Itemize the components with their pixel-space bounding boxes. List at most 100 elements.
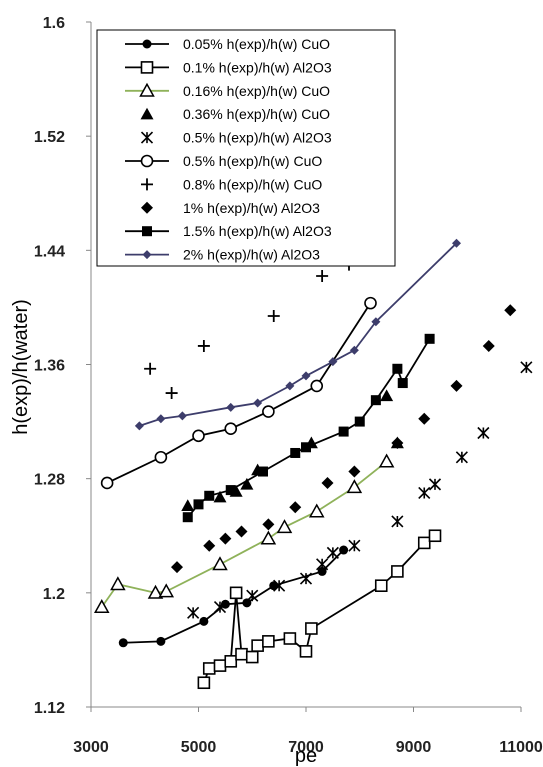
data-point	[299, 572, 313, 585]
legend-entry-8: 1% h(exp)/h(w) Al2O3	[141, 200, 320, 216]
legend-label: 0.1% h(exp)/h(w) Al2O3	[183, 59, 332, 75]
legend-label: 1.5% h(exp)/h(w) Al2O3	[183, 223, 332, 239]
x-axis-label: pe	[295, 745, 317, 767]
data-point	[378, 453, 395, 468]
data-point	[219, 532, 232, 545]
data-point	[346, 479, 363, 494]
data-point	[305, 622, 318, 635]
data-point	[424, 333, 435, 344]
data-point	[187, 606, 200, 619]
legend-entry-9: 1.5% h(exp)/h(w) Al2O3	[125, 223, 332, 239]
axes: 1.12 1.2 1.28 1.36 1.44 1.52 1.6 3000 5000 7000 90…	[34, 15, 543, 756]
data-point	[374, 579, 388, 592]
legend-marker	[142, 250, 152, 260]
legend-entry-4: 0.36% h(exp)/h(w) CuO	[140, 106, 330, 122]
data-point	[220, 599, 230, 609]
data-point	[428, 478, 442, 491]
y-tick-label: 1.36	[34, 358, 65, 375]
data-point	[213, 490, 227, 503]
data-point	[482, 339, 495, 352]
data-point	[100, 476, 114, 490]
data-point	[348, 539, 361, 552]
series-2	[197, 529, 442, 690]
data-point	[262, 405, 275, 418]
data-point	[224, 655, 238, 668]
legend-entry-10: 2% h(exp)/h(w) Al2O3	[125, 247, 320, 263]
x-tick-label: 11000	[499, 739, 543, 756]
data-point	[520, 361, 533, 374]
legend-label: 0.05% h(exp)/h(w) CuO	[183, 36, 330, 52]
data-point	[321, 476, 334, 489]
legend-label: 0.16% h(exp)/h(w) CuO	[183, 83, 330, 99]
data-point	[450, 379, 463, 392]
y-tick-label: 1.2	[43, 586, 65, 603]
data-point	[203, 539, 216, 552]
legend-entry-2: 0.1% h(exp)/h(w) Al2O3	[125, 59, 332, 75]
data-point	[290, 447, 301, 458]
legend-marker	[139, 82, 155, 97]
data-point	[310, 379, 324, 393]
data-point	[262, 518, 275, 531]
data-point	[235, 525, 248, 538]
data-point	[371, 317, 381, 327]
legend-entry-6: 0.5% h(exp)/h(w) CuO	[125, 153, 322, 169]
legend-label: 1% h(exp)/h(w) Al2O3	[183, 200, 320, 216]
legend-entry-7: 0.8% h(exp)/h(w) CuO	[141, 176, 322, 192]
legend-entry-3: 0.16% h(exp)/h(w) CuO	[125, 82, 330, 99]
data-point	[197, 676, 211, 690]
series-6	[100, 296, 377, 490]
data-point	[452, 238, 461, 248]
legend-entry-1: 0.05% h(exp)/h(w) CuO	[125, 36, 330, 52]
data-point	[144, 362, 157, 375]
series-line	[101, 460, 388, 608]
data-point	[134, 421, 144, 431]
x-tick-label: 3000	[73, 739, 109, 756]
data-point	[504, 304, 517, 317]
data-point	[192, 429, 205, 443]
data-point	[118, 638, 128, 648]
data-point	[260, 530, 277, 545]
data-point	[181, 499, 195, 511]
data-point	[213, 659, 227, 672]
series-10	[134, 238, 461, 431]
data-point	[158, 583, 175, 598]
data-point	[397, 378, 408, 389]
data-point	[316, 270, 329, 283]
legend-marker	[140, 131, 154, 144]
data-point	[156, 414, 166, 424]
data-point	[253, 398, 263, 408]
data-point	[392, 363, 403, 374]
y-tick-label: 1.52	[34, 129, 65, 146]
data-point	[301, 442, 311, 453]
series-9	[182, 333, 435, 523]
data-point	[165, 387, 178, 400]
data-point	[380, 389, 394, 402]
data-point	[251, 639, 264, 652]
data-point	[246, 589, 259, 602]
data-point	[212, 556, 228, 571]
data-point	[258, 466, 268, 477]
legend-label: 0.5% h(exp)/h(w) CuO	[183, 153, 322, 169]
data-point	[348, 465, 361, 478]
y-tick-label: 1.28	[34, 472, 65, 489]
data-point	[156, 636, 166, 646]
data-point	[418, 412, 431, 425]
data-point	[391, 436, 404, 449]
data-point	[326, 546, 339, 559]
legend-marker	[141, 178, 153, 191]
data-point	[193, 499, 204, 510]
legend-marker	[141, 201, 153, 214]
y-tick-label: 1.12	[34, 700, 65, 717]
legend-marker	[140, 107, 154, 120]
series-8	[171, 304, 517, 574]
data-point	[391, 515, 404, 528]
series-7	[144, 258, 355, 400]
legend-label: 0.36% h(exp)/h(w) CuO	[183, 106, 330, 122]
legend-label: 2% h(exp)/h(w) Al2O3	[183, 247, 320, 263]
data-point	[316, 558, 329, 571]
series-layer	[93, 238, 533, 690]
data-point	[199, 616, 209, 626]
data-point	[276, 519, 293, 534]
data-point	[93, 599, 110, 614]
